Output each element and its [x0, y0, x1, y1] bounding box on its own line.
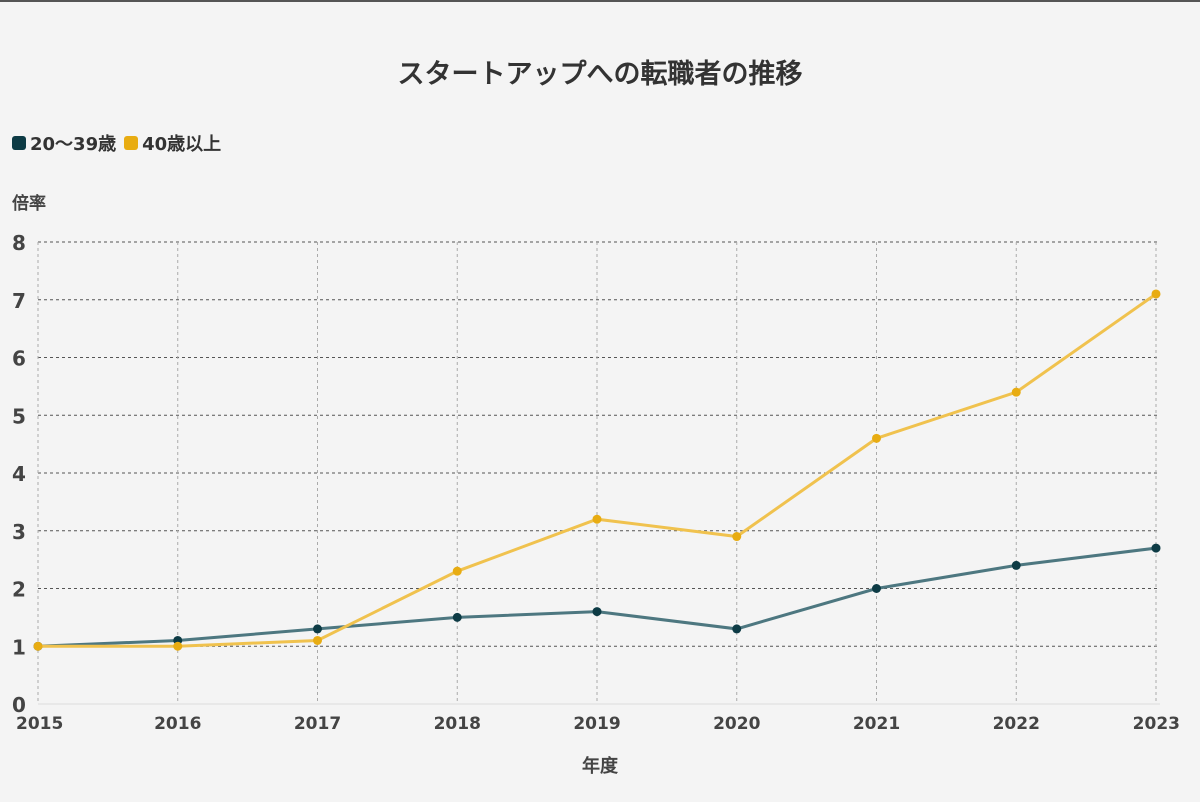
legend-item[interactable]: 20〜39歳: [12, 130, 116, 156]
y-tick-label: 7: [12, 289, 26, 313]
legend-label: 40歳以上: [142, 134, 222, 155]
x-tick-label: 2015: [16, 714, 63, 734]
data-point: [452, 566, 462, 576]
legend: 20〜39歳 40歳以上: [12, 130, 221, 156]
data-point: [33, 641, 43, 651]
y-tick-label: 4: [12, 462, 26, 486]
data-point: [452, 612, 462, 622]
y-tick-label: 6: [12, 347, 26, 371]
data-point: [313, 635, 322, 645]
x-tick-label: 2019: [573, 714, 620, 734]
legend-swatch: [124, 136, 139, 150]
x-tick-label: 2021: [853, 714, 900, 734]
x-axis-label: 年度: [582, 755, 619, 777]
data-point: [592, 607, 602, 617]
data-point: [1151, 289, 1161, 299]
data-point: [1151, 543, 1161, 553]
y-tick-label: 5: [12, 404, 26, 428]
data-point: [872, 433, 881, 443]
legend-swatch: [12, 136, 26, 150]
x-tick-label: 2017: [294, 714, 341, 734]
data-point: [1011, 387, 1021, 397]
data-point: [732, 624, 742, 634]
x-tick-label: 2018: [434, 714, 481, 734]
x-tick-label: 2020: [713, 714, 760, 734]
y-tick-label: 0: [12, 693, 26, 717]
y-tick-label: 1: [12, 635, 26, 659]
y-tick-label: 8: [12, 231, 26, 255]
x-tick-label: 2023: [1133, 714, 1180, 734]
data-point: [872, 584, 881, 593]
data-point: [313, 624, 322, 634]
legend-label: 20〜39歳: [30, 134, 117, 155]
chart-title: スタートアップへの転職者の推移: [397, 59, 803, 90]
data-point: [173, 641, 183, 651]
x-tick-label: 2016: [154, 714, 201, 734]
data-point: [592, 514, 602, 524]
data-point: [732, 532, 742, 542]
x-tick-label: 2022: [993, 714, 1040, 734]
y-axis-label: 倍率: [12, 194, 46, 214]
y-tick-label: 2: [12, 578, 26, 602]
legend-item[interactable]: 40歳以上: [124, 130, 221, 156]
data-point: [1011, 560, 1021, 570]
y-tick-label: 3: [12, 520, 26, 544]
